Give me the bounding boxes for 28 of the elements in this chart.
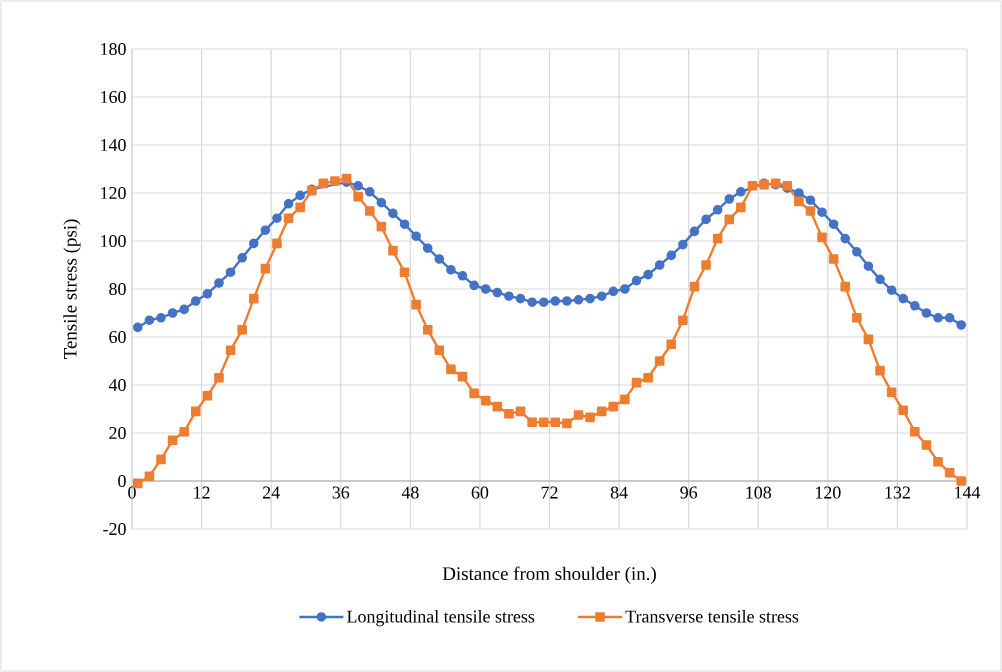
y-tick-label: 140 [101,138,126,152]
x-tick-label: 108 [746,486,772,499]
y-tick-label: 160 [101,90,126,104]
y-tick-label: 20 [109,426,126,440]
x-tick-label: 12 [194,486,210,499]
x-axis-title: Distance from shoulder (in.) [442,566,656,584]
y-tick-label: 100 [101,234,126,248]
x-tick-label: 96 [680,486,698,499]
legend-label: Transverse tensile stress [625,609,799,623]
y-tick-label: -20 [103,522,126,536]
y-tick-label: 60 [109,330,126,344]
y-tick-label: 120 [101,186,126,200]
x-tick-label: 132 [885,486,910,499]
x-tick-label: 60 [471,486,489,499]
y-tick-label: 0 [118,474,126,488]
x-tick-label: 48 [401,486,419,499]
x-tick-label: 84 [610,486,628,499]
x-tick-label: 72 [541,486,558,499]
y-tick-label: 180 [101,42,126,56]
x-tick-label: 36 [332,486,350,499]
y-tick-label: 80 [109,282,126,296]
y-axis-title: Tensile stress (psi) [63,219,81,359]
x-tick-label: 24 [262,486,280,499]
legend-label: Longitudinal tensile stress [347,609,535,627]
y-tick-label: 40 [108,378,126,392]
x-tick-label: 0 [128,486,136,499]
x-tick-label: 144 [955,486,981,499]
x-tick-label: 120 [815,486,841,499]
